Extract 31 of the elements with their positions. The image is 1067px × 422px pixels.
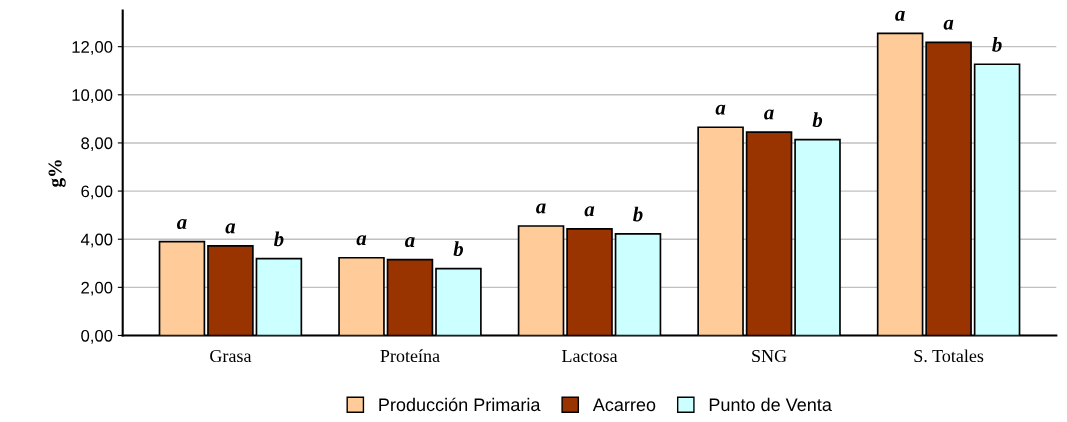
annotation: b <box>812 112 823 128</box>
annotation: a <box>356 235 367 246</box>
y-tick-label: 8,00 <box>81 137 113 152</box>
annotation: b <box>633 206 643 222</box>
x-tick-label: SNG <box>752 349 787 363</box>
y-tick-label: 10,00 <box>72 89 113 103</box>
annotation: a <box>176 219 187 230</box>
annotation: a <box>764 109 774 120</box>
x-tick-label: S. Totales <box>914 349 984 363</box>
y-tick-label: 4,00 <box>80 233 113 248</box>
x-tick-label: Proteína <box>380 349 440 363</box>
x-tick-label: Lactosa <box>561 350 618 363</box>
annotation: a <box>584 206 595 217</box>
annotation: a <box>943 19 954 30</box>
legend-label: Punto de Venta <box>709 397 832 412</box>
legend-label: Acarreo <box>592 398 656 412</box>
annotation: b <box>992 37 1002 52</box>
x-tick-label: Grasa <box>210 349 252 363</box>
annotation: a <box>225 223 236 234</box>
annotation: a <box>895 10 905 21</box>
y-tick-label: 6,00 <box>81 185 113 200</box>
legend-label: Producción Primaria <box>379 397 541 412</box>
annotation: a <box>405 237 415 248</box>
y-axis-title: g% <box>48 160 66 188</box>
annotation: a <box>715 104 726 115</box>
annotation: b <box>273 231 284 247</box>
annotation: a <box>536 203 546 214</box>
y-tick-label: 12,00 <box>72 41 113 55</box>
annotation: b <box>453 241 464 257</box>
y-tick-label: 0,00 <box>81 329 113 344</box>
y-tick-label: 2,00 <box>81 281 113 296</box>
